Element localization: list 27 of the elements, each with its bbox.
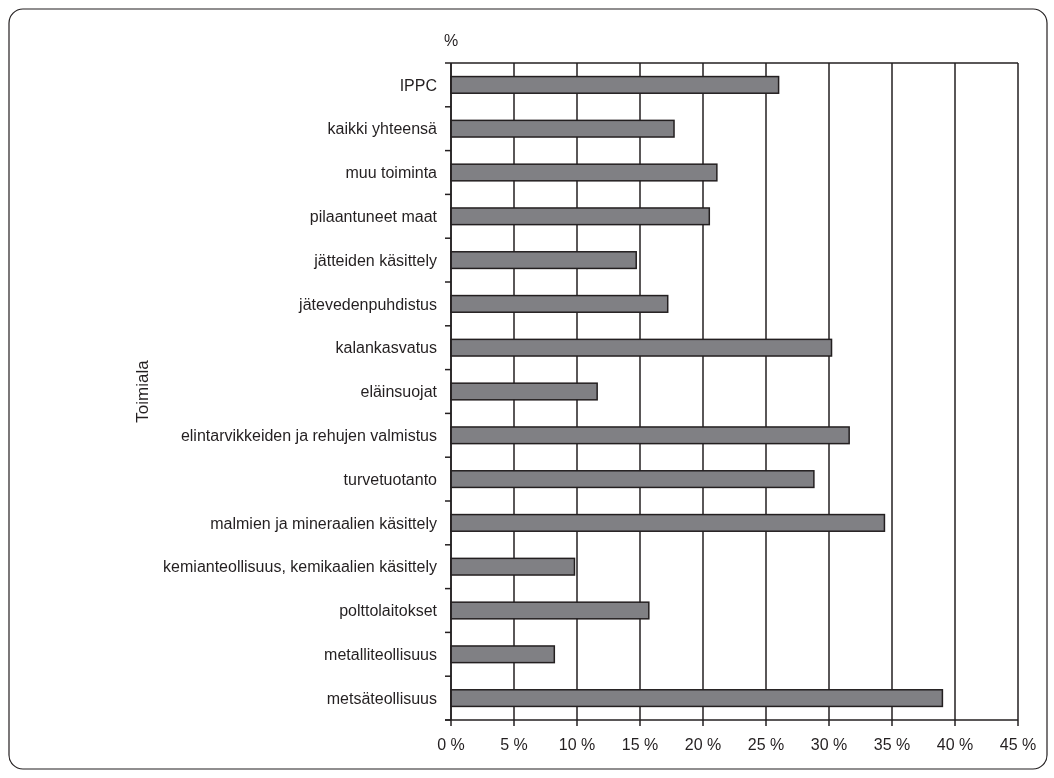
y-tick-label: IPPC bbox=[399, 76, 437, 94]
x-tick-label: 0 % bbox=[437, 736, 465, 753]
y-tick-label: kaikki yhteensä bbox=[327, 120, 438, 138]
x-tick-label: 30 % bbox=[810, 736, 848, 753]
x-tick-label: 35 % bbox=[873, 736, 911, 753]
x-tick-label: 20 % bbox=[684, 736, 722, 753]
y-tick-label: metalliteollisuus bbox=[324, 645, 437, 663]
y-tick-label: eläinsuojat bbox=[360, 383, 438, 401]
y-tick-label: jätevedenpuhdistus bbox=[298, 295, 437, 313]
y-tick-label: turvetuotanto bbox=[343, 470, 438, 488]
y-tick-label: metsäteollisuus bbox=[326, 689, 437, 707]
x-tick-label: 10 % bbox=[558, 736, 596, 753]
y-tick-label: kemianteollisuus, kemikaalien käsittely bbox=[163, 558, 437, 576]
x-tick-label: 40 % bbox=[936, 736, 974, 753]
y-tick-label: elintarvikkeiden ja rehujen valmistus bbox=[180, 426, 437, 444]
y-tick-label: polttolaitokset bbox=[339, 602, 438, 620]
y-tick-label: muu toiminta bbox=[345, 164, 438, 182]
y-tick-label: jätteiden käsittely bbox=[313, 251, 437, 269]
y-tick-label: malmien ja mineraalien käsittely bbox=[210, 514, 437, 532]
y-tick-label: pilaantuneet maat bbox=[309, 207, 438, 225]
x-axis-title: % bbox=[443, 32, 459, 49]
x-tick-label: 15 % bbox=[621, 736, 659, 753]
y-tick-label: kalankasvatus bbox=[335, 339, 437, 357]
x-tick-label: 25 % bbox=[747, 736, 785, 753]
y-axis-title: Toimiala bbox=[133, 359, 152, 423]
x-tick-label: 45 % bbox=[999, 736, 1037, 753]
x-tick-label: 5 % bbox=[500, 736, 528, 753]
